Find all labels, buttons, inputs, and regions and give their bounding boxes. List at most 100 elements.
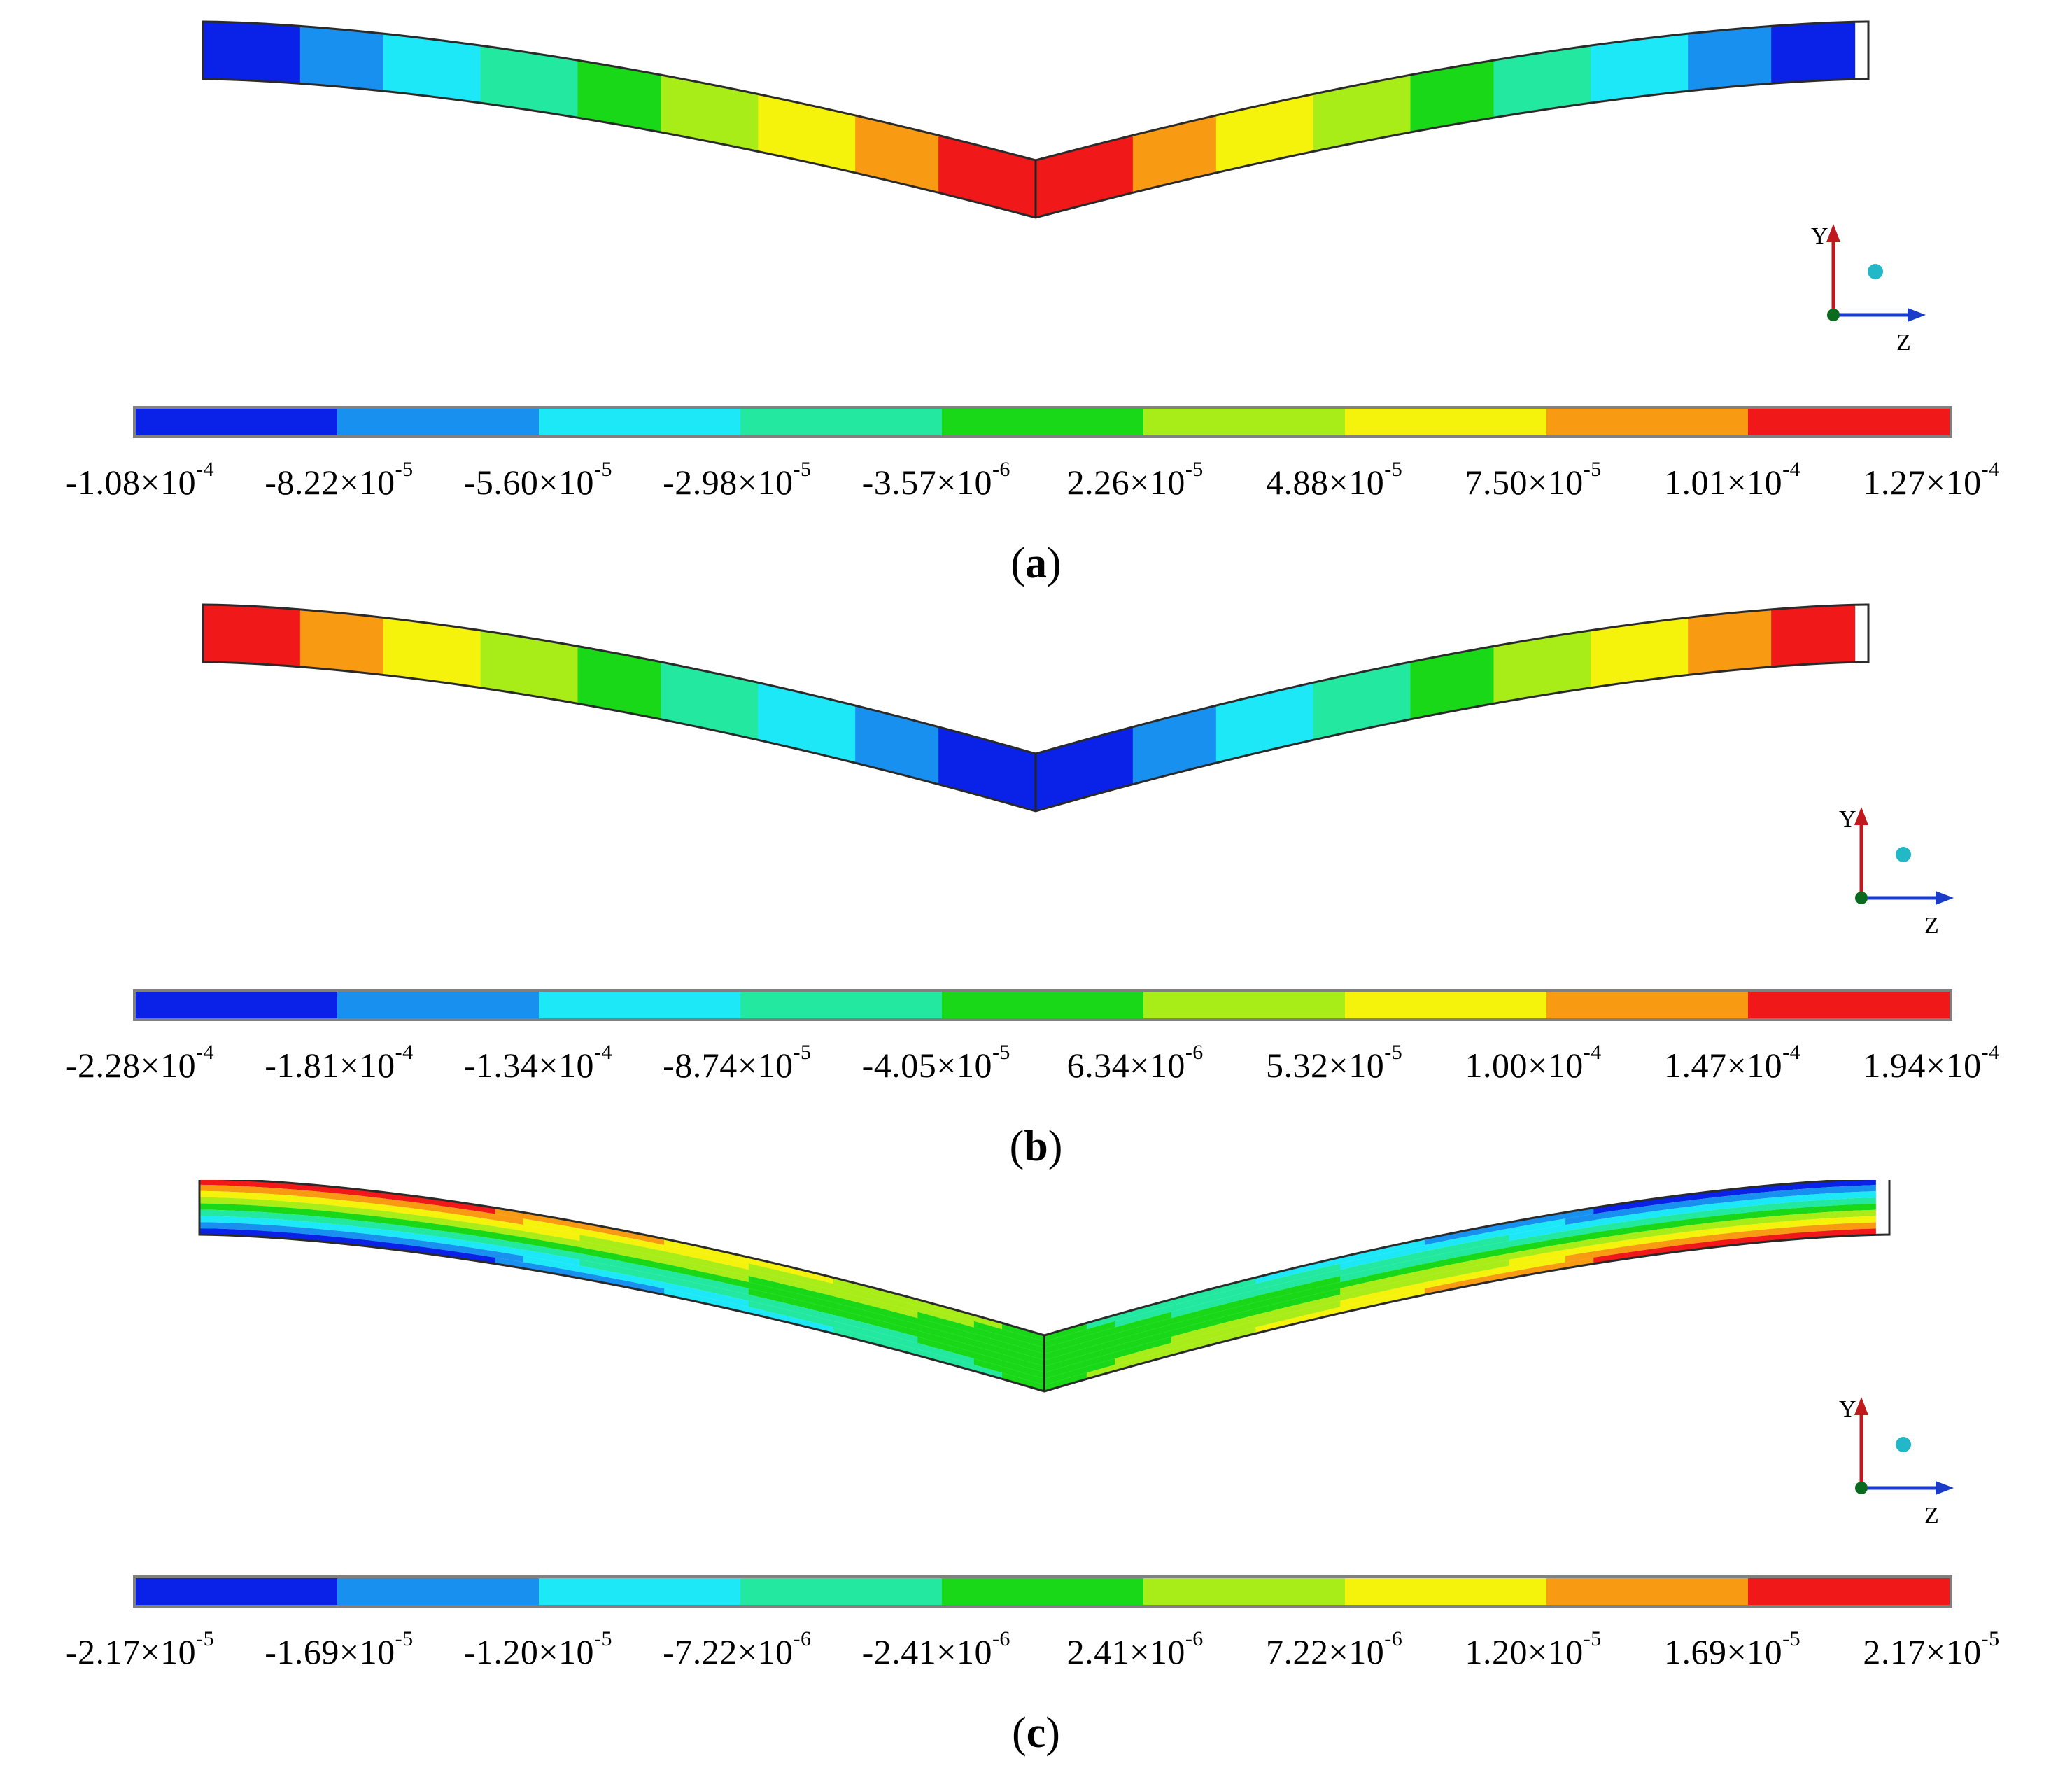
beam-segment	[369, 32, 384, 92]
beam-band	[1537, 1251, 1552, 1261]
beam-band	[1748, 1198, 1763, 1207]
beam-band	[1185, 1291, 1200, 1302]
beam-segment	[1008, 745, 1023, 808]
beam-band	[396, 1206, 411, 1215]
beam-band	[1706, 1215, 1721, 1223]
beam-band	[1579, 1226, 1595, 1235]
beam-band	[1635, 1242, 1651, 1251]
beam-band	[1199, 1319, 1214, 1330]
beam-band	[1791, 1225, 1806, 1234]
beam-band	[1354, 1263, 1369, 1273]
beam-band	[425, 1222, 440, 1231]
beam-band	[1030, 1368, 1045, 1379]
beam-segment	[1438, 654, 1453, 715]
beam-segment	[453, 626, 467, 686]
beam-segment	[1077, 738, 1092, 800]
beam-band	[1269, 1282, 1285, 1293]
beam-band	[635, 1264, 651, 1274]
beam-band	[1072, 1366, 1087, 1377]
beam-segment	[1757, 26, 1773, 85]
beam-band	[1058, 1351, 1073, 1363]
beam-band	[283, 1207, 299, 1215]
colorbar-tick-label: -4.05×10-5	[861, 1041, 1010, 1085]
beam-band	[1283, 1286, 1299, 1296]
beam-band	[1129, 1356, 1144, 1368]
beam-band	[875, 1319, 891, 1330]
beam-segment	[924, 723, 940, 785]
beam-band	[1255, 1280, 1271, 1291]
beam-band	[635, 1239, 651, 1249]
beam-band	[748, 1307, 763, 1317]
beam-band	[1030, 1381, 1045, 1391]
beam-segment	[1285, 97, 1300, 157]
colorbar-segment	[1143, 1578, 1345, 1605]
beam-segment	[703, 83, 717, 143]
beam-band	[1861, 1191, 1876, 1198]
beam-band	[297, 1214, 313, 1223]
beam-band	[537, 1252, 553, 1261]
beam-band	[1551, 1256, 1567, 1265]
beam-band	[917, 1299, 933, 1310]
beam-band	[1833, 1198, 1848, 1206]
beam-band	[1101, 1321, 1116, 1332]
beam-band	[635, 1251, 651, 1261]
beam-band	[917, 1349, 933, 1360]
beam-band	[1326, 1307, 1341, 1317]
beam-band	[763, 1272, 778, 1283]
beam-segment	[480, 630, 495, 690]
beam-band	[988, 1356, 1003, 1367]
beam-band	[1340, 1285, 1355, 1295]
beam-band	[1537, 1233, 1552, 1242]
colorbar-tick-label: 1.27×10-4	[1863, 458, 2000, 502]
beam-band	[1016, 1364, 1031, 1375]
beam-band	[945, 1344, 961, 1355]
beam-band	[593, 1237, 609, 1246]
beam-band	[1269, 1301, 1285, 1312]
beam-band	[1467, 1246, 1482, 1256]
beam-band	[410, 1214, 425, 1223]
colorbar-segment	[136, 1578, 337, 1605]
beam-band	[763, 1304, 778, 1314]
beam-band	[1481, 1243, 1496, 1253]
beam-band	[1467, 1233, 1482, 1243]
beam-segment	[1549, 49, 1564, 109]
beam-band	[1115, 1323, 1130, 1334]
beam-band	[1607, 1228, 1623, 1237]
beam-band	[678, 1242, 693, 1251]
beam-band	[523, 1225, 538, 1234]
beam-band	[425, 1241, 440, 1250]
beam-band	[917, 1337, 933, 1347]
beam-segment	[1619, 624, 1633, 684]
beam-band	[621, 1274, 637, 1284]
beam-band	[1748, 1217, 1763, 1225]
colorbar-tick-label: -1.20×10-5	[463, 1627, 613, 1671]
beam-band	[425, 1216, 440, 1225]
beam-band	[1509, 1225, 1524, 1235]
beam-band	[805, 1295, 820, 1306]
beam-band	[1635, 1205, 1651, 1214]
beam-band	[1777, 1202, 1792, 1210]
beam-band	[1678, 1200, 1693, 1209]
beam-band	[1115, 1342, 1130, 1353]
beam-segment	[494, 47, 509, 107]
beam-segment	[1077, 146, 1092, 207]
beam-band	[889, 1329, 905, 1340]
beam-band	[297, 1208, 313, 1216]
beam-segment	[1521, 639, 1536, 699]
beam-band	[1635, 1211, 1651, 1221]
beam-band	[1143, 1340, 1158, 1351]
beam-band	[439, 1230, 454, 1239]
beam-band	[453, 1238, 468, 1247]
beam-band	[537, 1239, 553, 1249]
colorbar-segment	[337, 409, 539, 435]
beam-band	[1579, 1232, 1595, 1242]
beam-segment	[286, 608, 301, 667]
beam-band	[1269, 1314, 1285, 1324]
beam-segment	[1507, 55, 1523, 115]
beam-band	[213, 1185, 229, 1192]
beam-band	[1002, 1323, 1017, 1334]
beam-band	[1368, 1247, 1383, 1258]
beam-band	[819, 1317, 834, 1328]
beam-band	[720, 1294, 735, 1305]
beam-band	[706, 1247, 721, 1258]
